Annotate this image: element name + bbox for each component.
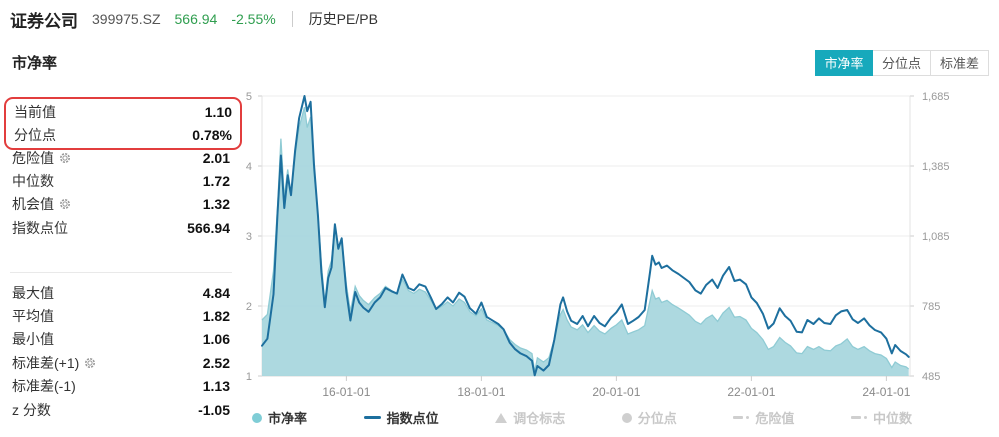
stat-row-stddev-plus1: 标准差(+1) 2.52 — [12, 351, 230, 374]
svg-text:16-01-01: 16-01-01 — [322, 385, 370, 399]
stat-value: 1.82 — [202, 308, 230, 325]
current-value-highlight-box: 当前值 1.10 分位点 0.78% — [4, 97, 242, 150]
median-dashdot-icon — [850, 416, 867, 419]
svg-text:1,385: 1,385 — [922, 161, 950, 173]
stats-group-extra: 最大值 4.84 平均值 1.82 最小值 1.06 标准差(+1) 2.52 … — [12, 281, 230, 421]
stat-value: 2.52 — [202, 354, 230, 371]
svg-text:1: 1 — [246, 371, 252, 383]
svg-text:4: 4 — [246, 161, 252, 173]
index-code: 399975.SZ — [92, 11, 161, 27]
history-pepb-link[interactable]: 历史PE/PB — [308, 11, 378, 27]
stat-row-percentile: 分位点 0.78% — [14, 123, 232, 146]
tab-pb[interactable]: 市净率 — [815, 50, 873, 76]
stat-row-stddev-minus1: 标准差(-1) 1.13 — [12, 375, 230, 398]
svg-text:5: 5 — [246, 91, 252, 103]
panel-divider — [10, 272, 232, 273]
stat-row-opportunity: 机会值 1.32 — [12, 193, 230, 216]
legend-item-median[interactable]: 中位数 — [850, 408, 912, 427]
stat-label: z 分数 — [12, 401, 51, 418]
chart-legend: 市净率 指数点位 调仓标志 分位点 危险值 中位数 — [252, 408, 912, 427]
stat-value: -1.05 — [198, 401, 230, 418]
svg-text:22-01-01: 22-01-01 — [727, 385, 775, 399]
stat-value: 566.94 — [187, 219, 230, 236]
header: 证券公司 399975.SZ 566.94 -2.55% 历史PE/PB — [10, 6, 378, 32]
stat-value: 1.13 — [202, 378, 230, 395]
svg-text:18-01-01: 18-01-01 — [457, 385, 505, 399]
stat-row-danger: 危险值 2.01 — [12, 146, 230, 169]
rebalance-triangle-icon — [495, 412, 508, 423]
stat-row-max: 最大值 4.84 — [12, 281, 230, 304]
svg-text:20-01-01: 20-01-01 — [592, 385, 640, 399]
svg-text:1,085: 1,085 — [922, 231, 950, 243]
legend-item-index[interactable]: 指数点位 — [363, 408, 439, 427]
stat-label: 平均值 — [12, 308, 54, 325]
stat-value: 1.72 — [202, 173, 230, 190]
index-price: 566.94 — [174, 11, 218, 27]
legend-item-rebalance[interactable]: 调仓标志 — [495, 408, 565, 427]
stats-group-main: 危险值 2.01 中位数 1.72 机会值 1.32 指数点位 566.94 — [12, 146, 230, 240]
stat-value: 0.78% — [192, 127, 232, 144]
settings-gear-icon[interactable] — [59, 152, 71, 164]
stat-label: 最大值 — [12, 284, 54, 301]
panel-title: 市净率 — [12, 55, 58, 72]
stat-row-min: 最小值 1.06 — [12, 328, 230, 351]
legend-item-danger[interactable]: 危险值 — [733, 408, 794, 427]
stat-label: 指数点位 — [12, 219, 68, 236]
stat-label: 分位点 — [14, 127, 56, 144]
stat-value: 1.06 — [202, 331, 230, 348]
stat-row-median: 中位数 1.72 — [12, 169, 230, 192]
svg-text:1,685: 1,685 — [922, 91, 950, 103]
tab-stddev[interactable]: 标准差 — [931, 50, 989, 76]
index-line-icon — [363, 416, 381, 419]
metric-tabs: 市净率 分位点 标准差 — [815, 50, 989, 76]
index-change: -2.55% — [231, 11, 276, 27]
stat-value: 1.32 — [202, 196, 230, 213]
svg-text:2: 2 — [246, 301, 252, 313]
stat-label: 当前值 — [14, 103, 56, 120]
legend-item-percentile[interactable]: 分位点 — [621, 408, 677, 427]
stat-label: 最小值 — [12, 331, 54, 348]
stat-label: 危险值 — [12, 149, 54, 166]
stat-label: 中位数 — [12, 173, 54, 190]
danger-dashdot-icon — [733, 416, 750, 419]
legend-item-pb[interactable]: 市净率 — [252, 408, 307, 427]
index-name: 证券公司 — [10, 11, 78, 31]
settings-gear-icon[interactable] — [84, 357, 96, 369]
stat-value: 1.10 — [204, 103, 232, 120]
stat-label: 标准差(+1) — [12, 354, 80, 371]
stat-row-mean: 平均值 1.82 — [12, 304, 230, 327]
header-divider — [291, 11, 293, 27]
svg-text:24-01-01: 24-01-01 — [862, 385, 910, 399]
svg-text:3: 3 — [246, 231, 252, 243]
stat-value: 4.84 — [202, 284, 230, 301]
stat-label: 机会值 — [12, 196, 54, 213]
percentile-dot-icon — [621, 412, 632, 423]
stat-row-zscore: z 分数 -1.05 — [12, 398, 230, 421]
pb-dot-icon — [252, 412, 262, 423]
svg-text:485: 485 — [922, 371, 940, 383]
settings-gear-icon[interactable] — [59, 198, 71, 210]
stat-value: 2.01 — [202, 149, 230, 166]
stat-label: 标准差(-1) — [12, 378, 76, 395]
tab-percentile[interactable]: 分位点 — [873, 50, 931, 76]
stat-row-current: 当前值 1.10 — [14, 100, 232, 123]
stat-row-index-level: 指数点位 566.94 — [12, 216, 230, 239]
svg-text:785: 785 — [922, 301, 940, 313]
